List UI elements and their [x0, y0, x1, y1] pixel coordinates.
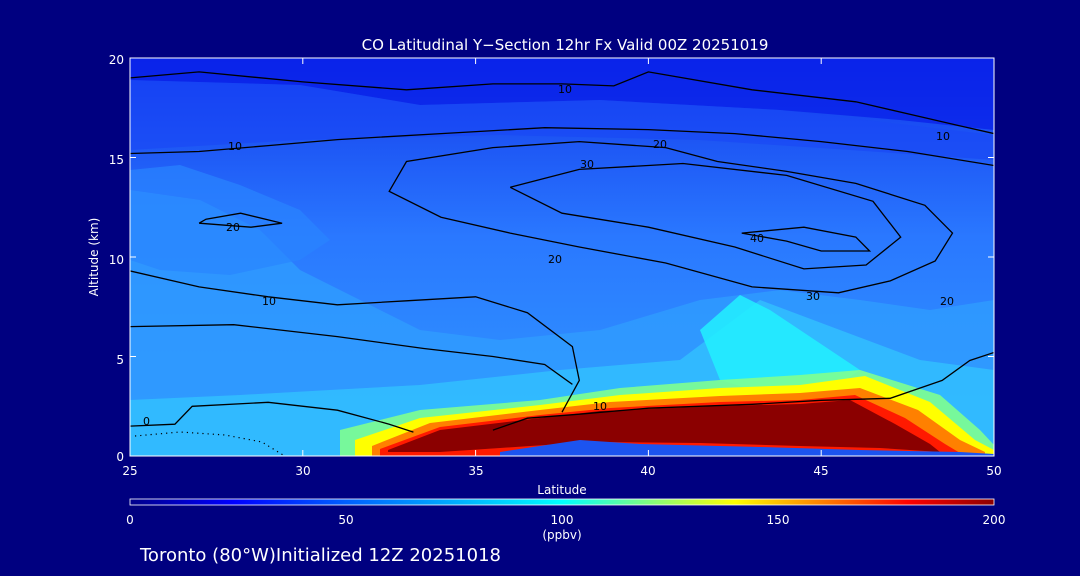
y-tick-label: 0 [116, 450, 124, 464]
contour-line-10 [130, 127, 994, 167]
colorbar-tick-label: 150 [767, 513, 790, 527]
contour-line-10 [130, 324, 573, 385]
contour-label: 10 [558, 83, 572, 96]
contour-label: 20 [653, 138, 667, 151]
contour-label: 0 [143, 415, 150, 428]
contour-line-20 [198, 212, 283, 228]
contour-label: 10 [593, 400, 607, 413]
y-tick-labels: 0 5 10 15 20 [109, 53, 124, 464]
colorbar-tick-label: 100 [551, 513, 574, 527]
field-darkred-core [388, 400, 940, 452]
y-tick-marks [130, 57, 994, 457]
contour-line-0 [130, 401, 414, 433]
contour-line-20 [388, 140, 954, 294]
x-tick-label: 25 [122, 464, 137, 478]
colorbar-tick-labels: 0 50 100 150 200 [126, 513, 1005, 527]
dotted-contour-line [134, 431, 284, 456]
colorbar-unit-label: (ppbv) [542, 528, 581, 542]
colorbar [129, 498, 995, 506]
field-surface-blue [500, 440, 994, 456]
colorbar-tick-label: 50 [338, 513, 353, 527]
x-tick-marks [129, 58, 995, 456]
contour-line-40 [741, 226, 872, 252]
contour-line-10 [130, 270, 580, 413]
contour-label: 20 [226, 221, 240, 234]
contour-line-30 [509, 162, 902, 270]
contour-label: 10 [228, 140, 242, 153]
contour-label: 30 [580, 158, 594, 171]
contour-line-10 [130, 71, 994, 135]
x-tick-labels: 25 30 35 40 45 50 [122, 464, 1001, 478]
heatmap-field [130, 58, 994, 456]
footer-caption: Toronto (80°W)Initialized 12Z 20251018 [139, 545, 501, 566]
colorbar-tick-label: 200 [983, 513, 1006, 527]
y-tick-label: 10 [109, 253, 124, 267]
field-upper-dark [130, 58, 994, 130]
y-axis-label: Altitude (km) [87, 218, 101, 297]
y-tick-label: 5 [116, 353, 124, 367]
x-tick-label: 30 [295, 464, 310, 478]
contour-label: 40 [750, 232, 764, 245]
x-tick-label: 50 [986, 464, 1001, 478]
contour-line-10 [492, 351, 994, 431]
x-axis-label: Latitude [537, 483, 586, 497]
contour-layer [130, 71, 994, 433]
x-tick-label: 35 [468, 464, 483, 478]
contour-label: 10 [262, 295, 276, 308]
y-tick-label: 15 [109, 153, 124, 167]
field-left-plume [130, 165, 330, 275]
contour-label: 20 [940, 295, 954, 308]
x-tick-label: 45 [813, 464, 828, 478]
contour-label: 10 [936, 130, 950, 143]
y-tick-label: 20 [109, 53, 124, 67]
chart-title: CO Latitudinal Y−Section 12hr Fx Valid 0… [362, 36, 769, 54]
contour-label: 20 [548, 253, 562, 266]
contour-label: 30 [806, 290, 820, 303]
field-cyan-core [700, 295, 860, 395]
x-tick-label: 40 [640, 464, 655, 478]
contour-label-group: 10 10 20 20 30 40 30 20 20 10 10 10 0 [143, 83, 954, 428]
colorbar-tick-label: 0 [126, 513, 134, 527]
field-upper-band [130, 80, 994, 160]
